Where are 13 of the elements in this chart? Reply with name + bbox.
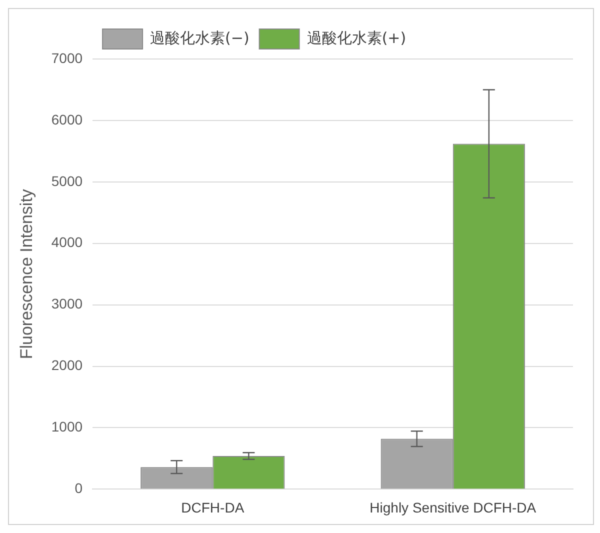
y-tick-label: 0 bbox=[74, 480, 83, 496]
x-tick-label: DCFH-DA bbox=[181, 499, 245, 516]
x-tick-label: Highly Sensitive DCFH-DA bbox=[370, 499, 537, 516]
y-axis-title: Fluorescence Intensity bbox=[16, 188, 36, 360]
y-tick-label: 7000 bbox=[51, 50, 83, 66]
y-tick-label: 1000 bbox=[51, 418, 83, 435]
legend-label: 過酸化水素(+) bbox=[306, 28, 406, 47]
y-tick-label: 3000 bbox=[51, 296, 83, 312]
legend-label: 過酸化水素(−) bbox=[150, 28, 250, 47]
y-tick-label: 2000 bbox=[51, 357, 83, 374]
y-tick-label: 4000 bbox=[51, 234, 83, 250]
y-tick-label: 5000 bbox=[51, 172, 83, 189]
y-tick-label: 6000 bbox=[51, 111, 83, 128]
